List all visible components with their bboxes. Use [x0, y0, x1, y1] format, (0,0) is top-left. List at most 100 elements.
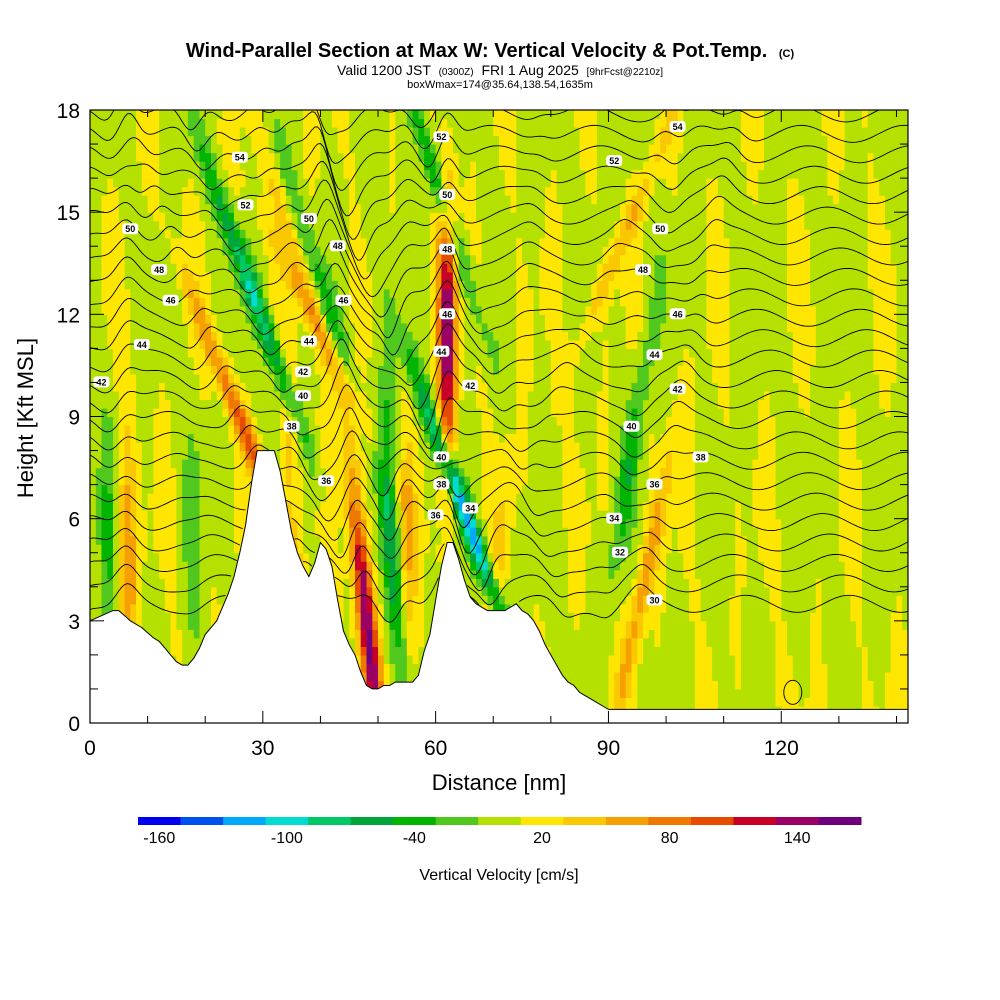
velocity-cell: [395, 271, 402, 281]
velocity-cell: [401, 212, 408, 222]
velocity-cell: [337, 288, 345, 298]
velocity-cell: [274, 161, 281, 171]
velocity-cell: [476, 331, 483, 341]
velocity-cell: [458, 382, 466, 392]
velocity-cell: [176, 569, 183, 579]
velocity-cell: [389, 595, 396, 605]
velocity-cell: [406, 518, 414, 528]
velocity-cell: [95, 110, 103, 120]
velocity-cell: [193, 297, 201, 307]
velocity-cell: [222, 544, 229, 554]
velocity-cell: [159, 339, 166, 349]
velocity-cell: [389, 195, 396, 205]
velocity-cell: [366, 399, 373, 409]
velocity-cell: [187, 586, 195, 596]
velocity-cell: [205, 254, 212, 264]
velocity-cell: [141, 484, 149, 494]
velocity-cell: [291, 501, 298, 511]
velocity-cell: [257, 144, 264, 154]
velocity-cell: [476, 152, 483, 162]
velocity-cell: [170, 433, 177, 443]
velocity-cell: [182, 620, 189, 630]
velocity-cell: [262, 433, 270, 443]
velocity-cell: [378, 646, 385, 656]
velocity-cell: [360, 671, 368, 681]
velocity-cell: [199, 322, 206, 332]
velocity-cell: [147, 110, 154, 120]
velocity-cell: [418, 612, 425, 622]
velocity-cell: [372, 476, 379, 486]
velocity-cell: [268, 408, 275, 418]
velocity-cell: [193, 339, 201, 349]
velocity-cell: [141, 305, 149, 315]
velocity-cell: [412, 314, 419, 324]
velocity-cell: [182, 169, 189, 179]
velocity-cell: [331, 356, 339, 366]
velocity-cell: [90, 450, 97, 460]
velocity-cell: [331, 161, 339, 171]
velocity-cell: [176, 518, 183, 528]
velocity-cell: [205, 476, 212, 486]
velocity-cell: [222, 212, 229, 222]
velocity-cell: [378, 459, 385, 469]
velocity-cell: [337, 518, 345, 528]
velocity-cell: [90, 152, 97, 162]
velocity-cell: [113, 373, 120, 383]
velocity-cell: [389, 408, 396, 418]
velocity-cell: [481, 416, 489, 426]
velocity-cell: [470, 484, 477, 494]
velocity-cell: [101, 510, 108, 520]
velocity-cell: [481, 212, 489, 222]
velocity-cell: [222, 578, 229, 588]
velocity-cell: [441, 425, 448, 435]
velocity-cell: [326, 450, 333, 460]
velocity-cell: [360, 322, 368, 332]
velocity-cell: [337, 408, 345, 418]
velocity-cell: [118, 297, 126, 307]
velocity-cell: [176, 476, 183, 486]
velocity-cell: [458, 280, 466, 290]
velocity-cell: [412, 365, 419, 375]
velocity-cell: [291, 442, 298, 452]
velocity-cell: [383, 561, 391, 571]
velocity-cell: [228, 348, 235, 358]
velocity-cell: [182, 433, 189, 443]
velocity-cell: [262, 305, 270, 315]
velocity-cell: [274, 382, 281, 392]
velocity-cell: [395, 408, 402, 418]
velocity-cell: [395, 442, 402, 452]
velocity-cell: [141, 416, 149, 426]
velocity-cell: [199, 254, 206, 264]
velocity-cell: [360, 637, 368, 647]
velocity-cell: [182, 339, 189, 349]
velocity-cell: [441, 118, 448, 128]
velocity-cell: [90, 527, 97, 537]
velocity-cell: [401, 510, 408, 520]
velocity-cell: [141, 263, 149, 273]
velocity-cell: [251, 212, 258, 222]
velocity-cell: [395, 322, 402, 332]
velocity-cell: [147, 450, 154, 460]
velocity-cell: [95, 501, 103, 511]
velocity-cell: [424, 271, 431, 281]
velocity-cell: [308, 459, 316, 469]
velocity-cell: [251, 314, 258, 324]
velocity-cell: [435, 169, 442, 179]
velocity-cell: [262, 322, 270, 332]
velocity-cell: [187, 629, 195, 639]
velocity-cell: [355, 476, 362, 486]
velocity-cell: [239, 135, 247, 145]
velocity-cell: [481, 331, 489, 341]
velocity-cell: [101, 246, 108, 256]
velocity-cell: [406, 348, 414, 358]
velocity-cell: [355, 493, 362, 503]
velocity-cell: [239, 425, 247, 435]
velocity-cell: [372, 229, 379, 239]
velocity-cell: [182, 254, 189, 264]
velocity-cell: [170, 459, 177, 469]
velocity-cell: [470, 322, 477, 332]
velocity-cell: [234, 356, 241, 366]
velocity-cell: [153, 339, 160, 349]
velocity-cell: [193, 322, 201, 332]
velocity-cell: [418, 467, 425, 477]
